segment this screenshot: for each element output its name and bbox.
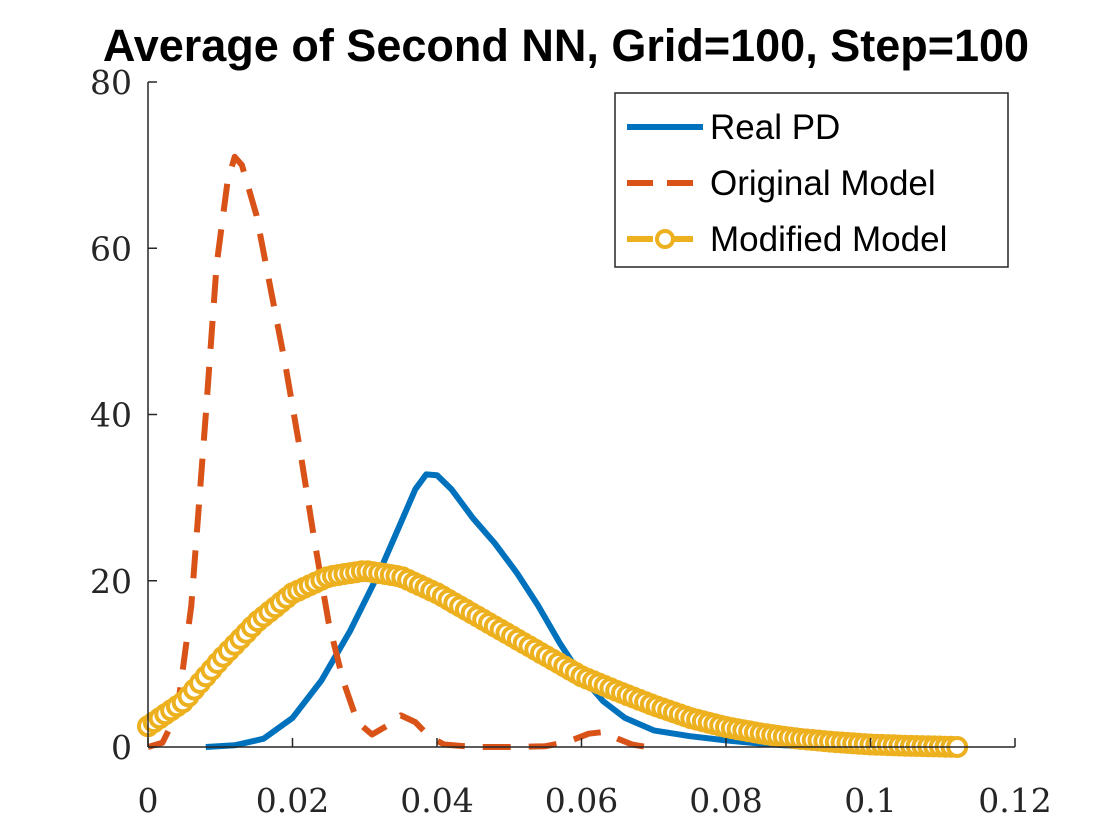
legend-item: Real PD: [627, 108, 840, 147]
y-tick-label: 80: [90, 63, 132, 102]
series-line: [147, 153, 648, 750]
x-tick-label: 0.06: [545, 781, 618, 820]
x-tick-label: 0.08: [689, 781, 762, 820]
y-tick-label: 0: [111, 728, 132, 767]
chart-title: Average of Second NN, Grid=100, Step=100: [103, 20, 1029, 71]
y-tick-label: 20: [90, 562, 132, 601]
legend-label: Modified Model: [710, 220, 947, 259]
legend-marker: [655, 229, 675, 249]
legend-label: Real PD: [710, 108, 840, 147]
x-tick-label: 0: [138, 781, 159, 820]
series-line: [205, 471, 835, 750]
x-tick-label: 0.02: [256, 781, 329, 820]
legend: Real PD Original Model Modified Model: [614, 92, 1009, 268]
x-tick-label: 0.12: [978, 781, 1051, 820]
series-original-model: [147, 153, 648, 750]
legend-label: Original Model: [710, 164, 936, 203]
legend-item: Modified Model: [627, 220, 947, 259]
axes: 0 0.02 0.04 0.06 0.08 0.1 0.12 0 20 40 60 80: [90, 63, 1052, 820]
x-tick-label: 0.1: [844, 781, 896, 820]
series-modified-model: [137, 560, 969, 758]
y-tick-label: 40: [90, 396, 132, 435]
legend-item: Original Model: [627, 164, 936, 203]
series-real-pd: [205, 471, 835, 750]
x-tick-label: 0.04: [400, 781, 473, 820]
y-tick-label: 60: [90, 229, 132, 268]
